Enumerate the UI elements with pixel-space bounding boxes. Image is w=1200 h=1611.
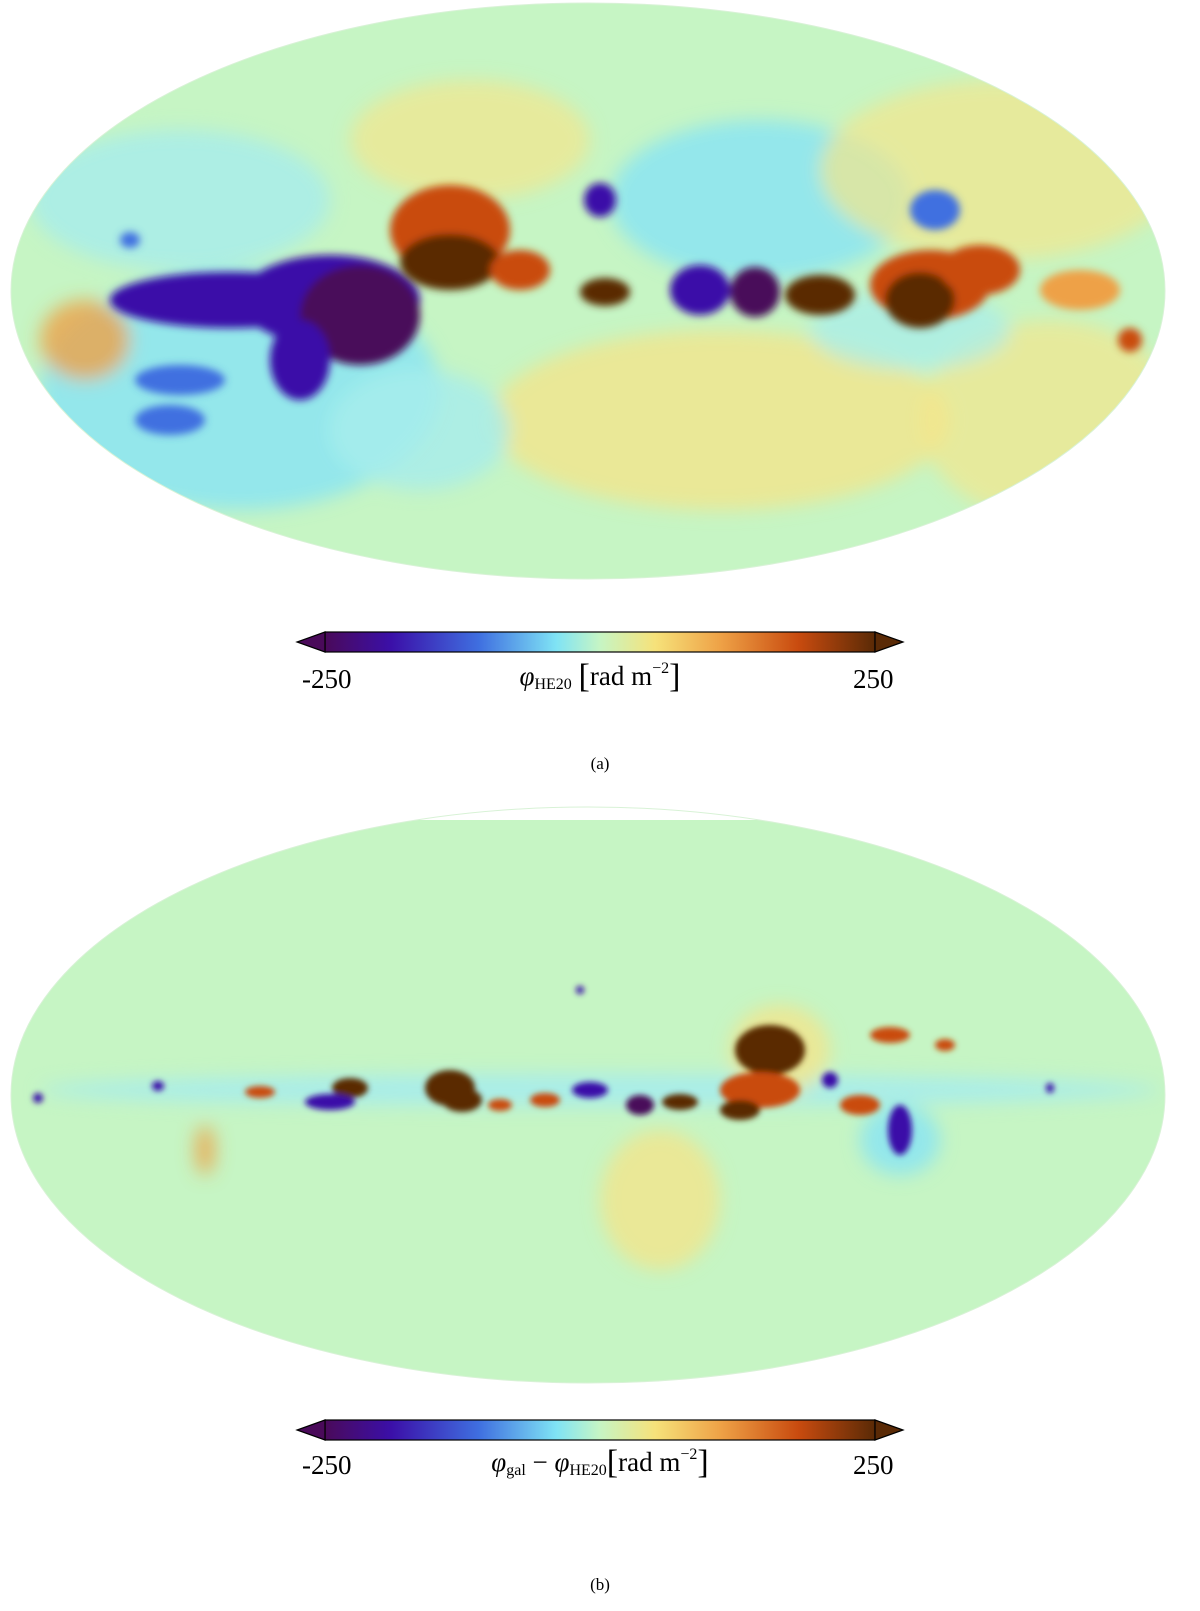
colorbar-a-min-label: -250 — [302, 664, 352, 694]
colorbar-a-bar — [324, 631, 876, 653]
colorbar-b — [295, 1419, 905, 1441]
map-b-plane-structure — [33, 986, 1054, 1155]
colorbar-b-bar — [324, 1419, 876, 1441]
sky-map-a — [10, 2, 1166, 653]
colorbar-a-symbol: φ — [519, 661, 535, 691]
map-b-background — [11, 820, 1165, 1383]
colorbar-a-exponent: −2 — [652, 660, 670, 677]
colorbar-b-min-extend — [295, 1419, 326, 1441]
colorbar-b-symbol-2: φ — [554, 1447, 570, 1477]
colorbar-a-title: φHE20 [rad m−2] — [519, 658, 681, 695]
colorbar-b-minus: − — [532, 1447, 548, 1477]
colorbar-b-unit: rad m — [618, 1447, 681, 1477]
colorbar-b-max-extend — [874, 1419, 905, 1441]
colorbar-b-subscript-2: HE20 — [569, 1462, 607, 1479]
colorbar-a — [295, 631, 905, 653]
colorbar-a-min-extend — [295, 631, 326, 653]
map-a-positive-structure — [390, 185, 1142, 352]
colorbar-a-unit: rad m — [589, 661, 653, 691]
sky-map-b — [10, 806, 1166, 1441]
colorbar-a-max-extend — [874, 631, 905, 653]
colorbar-b-title: φgal − φHE20[rad m−2] — [491, 1444, 709, 1481]
panel-a: -250 250 φHE20 [rad m−2] (a) — [0, 0, 1200, 773]
caption-b: (b) — [590, 1575, 610, 1594]
map-a-negative-band — [110, 183, 960, 435]
colorbar-b-max-label: 250 — [853, 1450, 894, 1480]
colorbar-a-max-label: 250 — [853, 664, 894, 694]
colorbar-b-exponent: −2 — [680, 1446, 698, 1463]
caption-a: (a) — [590, 754, 610, 773]
colorbar-b-min-label: -250 — [302, 1450, 352, 1480]
panel-b: -250 250 φgal − φHE20[rad m−2] (b) — [0, 806, 1200, 1611]
colorbar-b-symbol-1: φ — [491, 1447, 507, 1477]
colorbar-b-subscript-1: gal — [506, 1462, 526, 1479]
colorbar-a-subscript: HE20 — [534, 676, 572, 693]
